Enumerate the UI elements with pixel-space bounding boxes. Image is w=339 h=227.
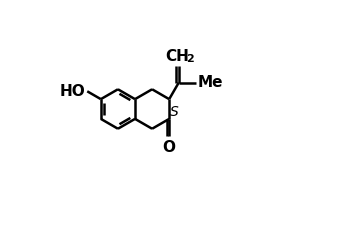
Text: 2: 2 bbox=[186, 54, 194, 64]
Text: HO: HO bbox=[60, 84, 85, 99]
Text: Me: Me bbox=[197, 75, 223, 90]
Text: S: S bbox=[170, 105, 179, 119]
Text: CH: CH bbox=[166, 49, 190, 64]
Text: O: O bbox=[163, 140, 176, 155]
